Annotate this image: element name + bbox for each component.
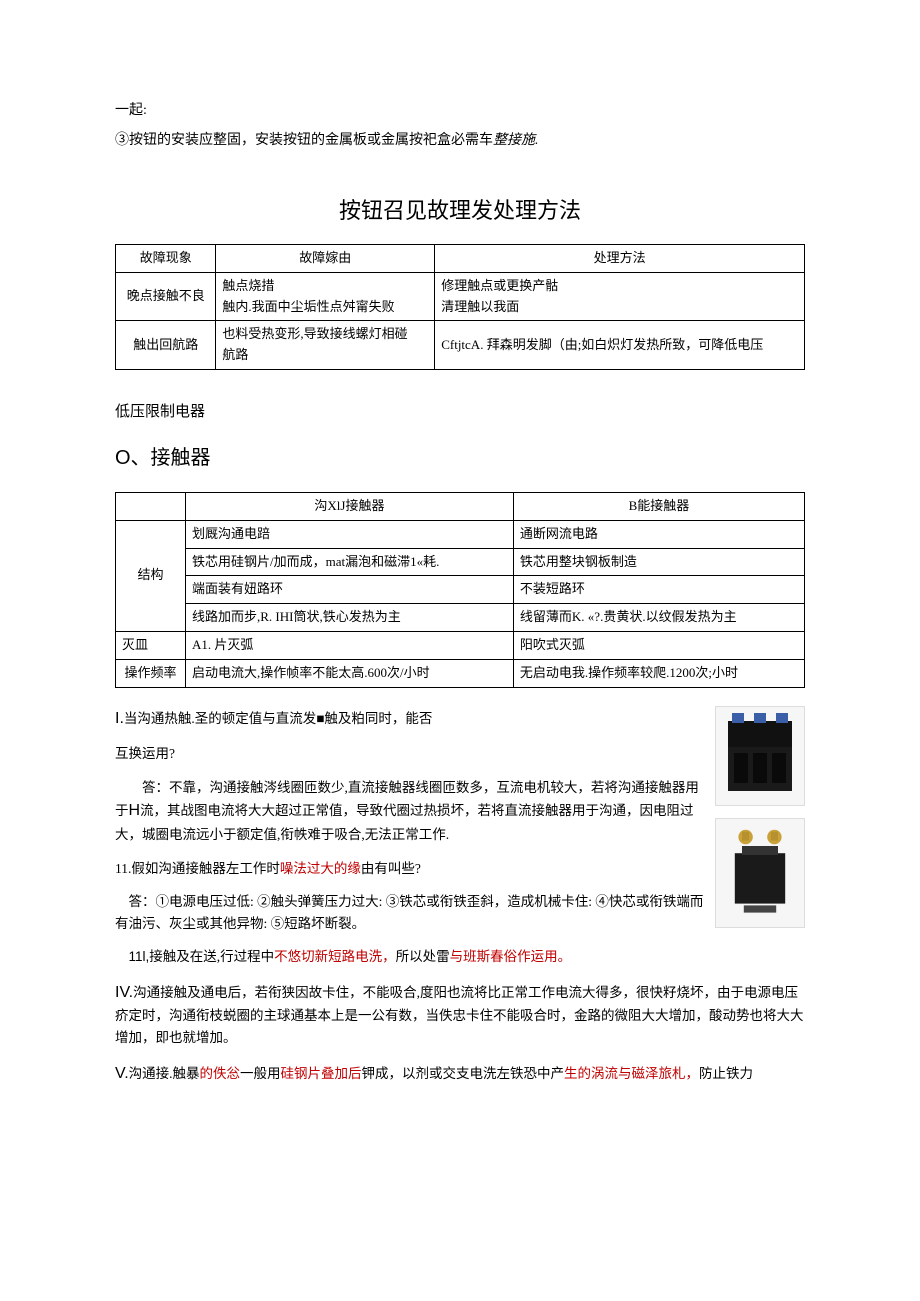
question-2: 11.假如沟通接触器左工作时噪法过大的缘由有叫些? (115, 858, 805, 880)
fault-table: 故障现象 故障嫁由 处理方法 晚点接触不良 触点烧措 触内.我面中尘垢性点舛甯失… (115, 244, 805, 370)
q3-num: 11l, (129, 949, 150, 964)
table-row: 故障现象 故障嫁由 处理方法 (116, 244, 805, 272)
q5-red3: 生的涡流与磁泽旅札， (564, 1066, 699, 1081)
q5-red2: 硅钢片叠加后 (281, 1066, 362, 1081)
ct-r4c0: 灭皿 (116, 631, 186, 659)
a1-rest: 流，其战图电流将大大超过正常值，导致代圈过热损坏，若将直流接触器用于沟通，因电阻… (115, 803, 694, 842)
table-row: 操作频率 启动电流大,操作帧率不能太高.600次/小时 无启动电我.操作频率较爬… (116, 659, 805, 687)
contactor-black-image (715, 706, 805, 806)
ct-r4c1: A1. 片灭弧 (186, 631, 514, 659)
q5-c: 钾成，以剂或交支电洗左铁恐中产 (362, 1066, 565, 1081)
question-4: IV.沟通接触及通电后，若衔狭因故卡住，不能吸合,度阳也流将比正常工作电流大得多… (115, 980, 805, 1049)
ct-th-0 (116, 492, 186, 520)
ct-r1c1: 铁芯用硅钢片/加而成，mat漏泡和磁滞1«耗. (186, 548, 514, 576)
a1-h: H (129, 802, 141, 819)
ct-r4c2: 阳吹式灭弧 (513, 631, 804, 659)
table-row: 铁芯用硅钢片/加而成，mat漏泡和磁滞1«耗. 铁芯用整块钢板制造 (116, 548, 805, 576)
ct-r5c0: 操作频率 (116, 659, 186, 687)
q3-red2: 与班斯春俗作运用。 (450, 949, 572, 964)
contactor-black-icon (720, 711, 800, 801)
fault-r0c2: 修理触点或更换产骷 清理触以我面 (435, 272, 805, 321)
intro-line-2: ③按钮的安装应整固，安装按钮的金属板或金属按祀盒必需车整接施. (115, 130, 805, 152)
contactor-table: 沟XlJ接触器 B能接触器 结构 划厩沟通电踣 通断网流电路 铁芯用硅钢片/加而… (115, 492, 805, 688)
q4-roman: IV. (115, 984, 133, 1001)
table-row: 触出回航路 也料受热变形,导致接线螺灯相碰 航路 CftjtcA. 拜森明发脚（… (116, 321, 805, 370)
q5-a: 沟通接.触暴 (129, 1066, 200, 1081)
section-contactor-head: O、接触器 (115, 442, 805, 474)
table-row: 端面装有妞路环 不装短路环 (116, 576, 805, 604)
question-1: I.当沟通热触.圣的顿定值与直流发■触及粕同时，能否 (115, 706, 805, 732)
table-row: 结构 划厩沟通电踣 通断网流电路 (116, 520, 805, 548)
fault-th-0: 故障现象 (116, 244, 216, 272)
ct-structure-label: 结构 (116, 520, 186, 631)
q2-red: 噪法过大的缘 (280, 861, 361, 876)
figure-column (715, 706, 805, 940)
table-row: 沟XlJ接触器 B能接触器 (116, 492, 805, 520)
ct-r0c2: 通断网流电路 (513, 520, 804, 548)
intro-line-2b: 整接施. (493, 133, 539, 148)
contactor-gold-image (715, 818, 805, 928)
q5-b: 一般用 (240, 1066, 281, 1081)
fault-r0c1: 触点烧措 触内.我面中尘垢性点舛甯失败 (216, 272, 435, 321)
fault-r1c2: CftjtcA. 拜森明发脚（由;如白炽灯发热所致，可降低电压 (435, 321, 805, 370)
q5-roman: V. (115, 1065, 129, 1082)
ct-th-1: 沟XlJ接触器 (186, 492, 514, 520)
fault-r0c0: 晚点接触不良 (116, 272, 216, 321)
fault-th-2: 处理方法 (435, 244, 805, 272)
q1-roman: I. (115, 710, 124, 727)
ct-r3c2: 线留薄而K. «?.贵黄状.以纹假发热为主 (513, 604, 804, 632)
fault-table-title: 按钮召见故理发处理方法 (115, 193, 805, 228)
ct-r5c1: 启动电流大,操作帧率不能太高.600次/小时 (186, 659, 514, 687)
q4-text: 沟通接触及通电后，若衔狭因故卡住，不能吸合,度阳也流将比正常工作电流大得多，很快… (115, 985, 804, 1045)
ct-r3c1: 线路加而步,R. IHI筒状,铁心发热为主 (186, 604, 514, 632)
section-low-voltage-label: 低压限制电器 (115, 400, 805, 424)
ct-r2c2: 不装短路环 (513, 576, 804, 604)
fault-r1c0: 触出回航路 (116, 321, 216, 370)
q3-red: 不悠切新短路电洗， (274, 949, 396, 964)
qa-section: I.当沟通热触.圣的顿定值与直流发■触及粕同时，能否 互换运用? 答：不靠，沟通… (115, 706, 805, 1099)
ct-th-2: B能接触器 (513, 492, 804, 520)
ct-r1c2: 铁芯用整块钢板制造 (513, 548, 804, 576)
question-1-cont: 互换运用? (115, 743, 805, 765)
question-5: V.沟通接.触暴的佚忩一般用硅钢片叠加后钾成，以剂或交支电洗左铁恐中产生的涡流与… (115, 1061, 805, 1087)
fault-th-1: 故障嫁由 (216, 244, 435, 272)
ct-r0c1: 划厩沟通电踣 (186, 520, 514, 548)
answer-1: 答：不靠，沟通接触涔线圈匝数少,直流接触器线圈匝数多，互流电机较大，若将沟通接触… (115, 777, 805, 846)
table-row: 线路加而步,R. IHI筒状,铁心发热为主 线留薄而K. «?.贵黄状.以纹假发… (116, 604, 805, 632)
intro-line-1: 一起: (115, 100, 805, 122)
contactor-gold-icon (720, 828, 800, 918)
q5-red1: 的佚忩 (200, 1066, 241, 1081)
q1-text-a: 当沟通热触.圣的顿定值与直流发■触及粕同时，能否 (124, 711, 433, 726)
ct-r2c1: 端面装有妞路环 (186, 576, 514, 604)
q5-d: 防止铁力 (699, 1066, 753, 1081)
table-row: 灭皿 A1. 片灭弧 阳吹式灭弧 (116, 631, 805, 659)
answer-2: 答：①电源电压过低: ②触头弹簧压力过大: ③铁芯或衔铁歪斜，造成机械卡住: ④… (115, 891, 805, 934)
ct-r5c2: 无启动电我.操作频率较爬.1200次;小时 (513, 659, 804, 687)
question-3: 11l,接触及在送,行过程中不悠切新短路电洗，所以处雷与班斯春俗作运用。 (115, 946, 805, 968)
q2-pre: 11.假如沟通接触器左工作时 (115, 861, 280, 876)
q3-b: 所以处雷 (396, 949, 450, 964)
q3-a: 接触及在送,行过程中 (149, 949, 274, 964)
fault-r1c1: 也料受热变形,导致接线螺灯相碰 航路 (216, 321, 435, 370)
intro-line-2a: ③按钮的安装应整固，安装按钮的金属板或金属按祀盒必需车 (115, 133, 493, 148)
table-row: 晚点接触不良 触点烧措 触内.我面中尘垢性点舛甯失败 修理触点或更换产骷 清理触… (116, 272, 805, 321)
q2-post: 由有叫些? (361, 861, 421, 876)
